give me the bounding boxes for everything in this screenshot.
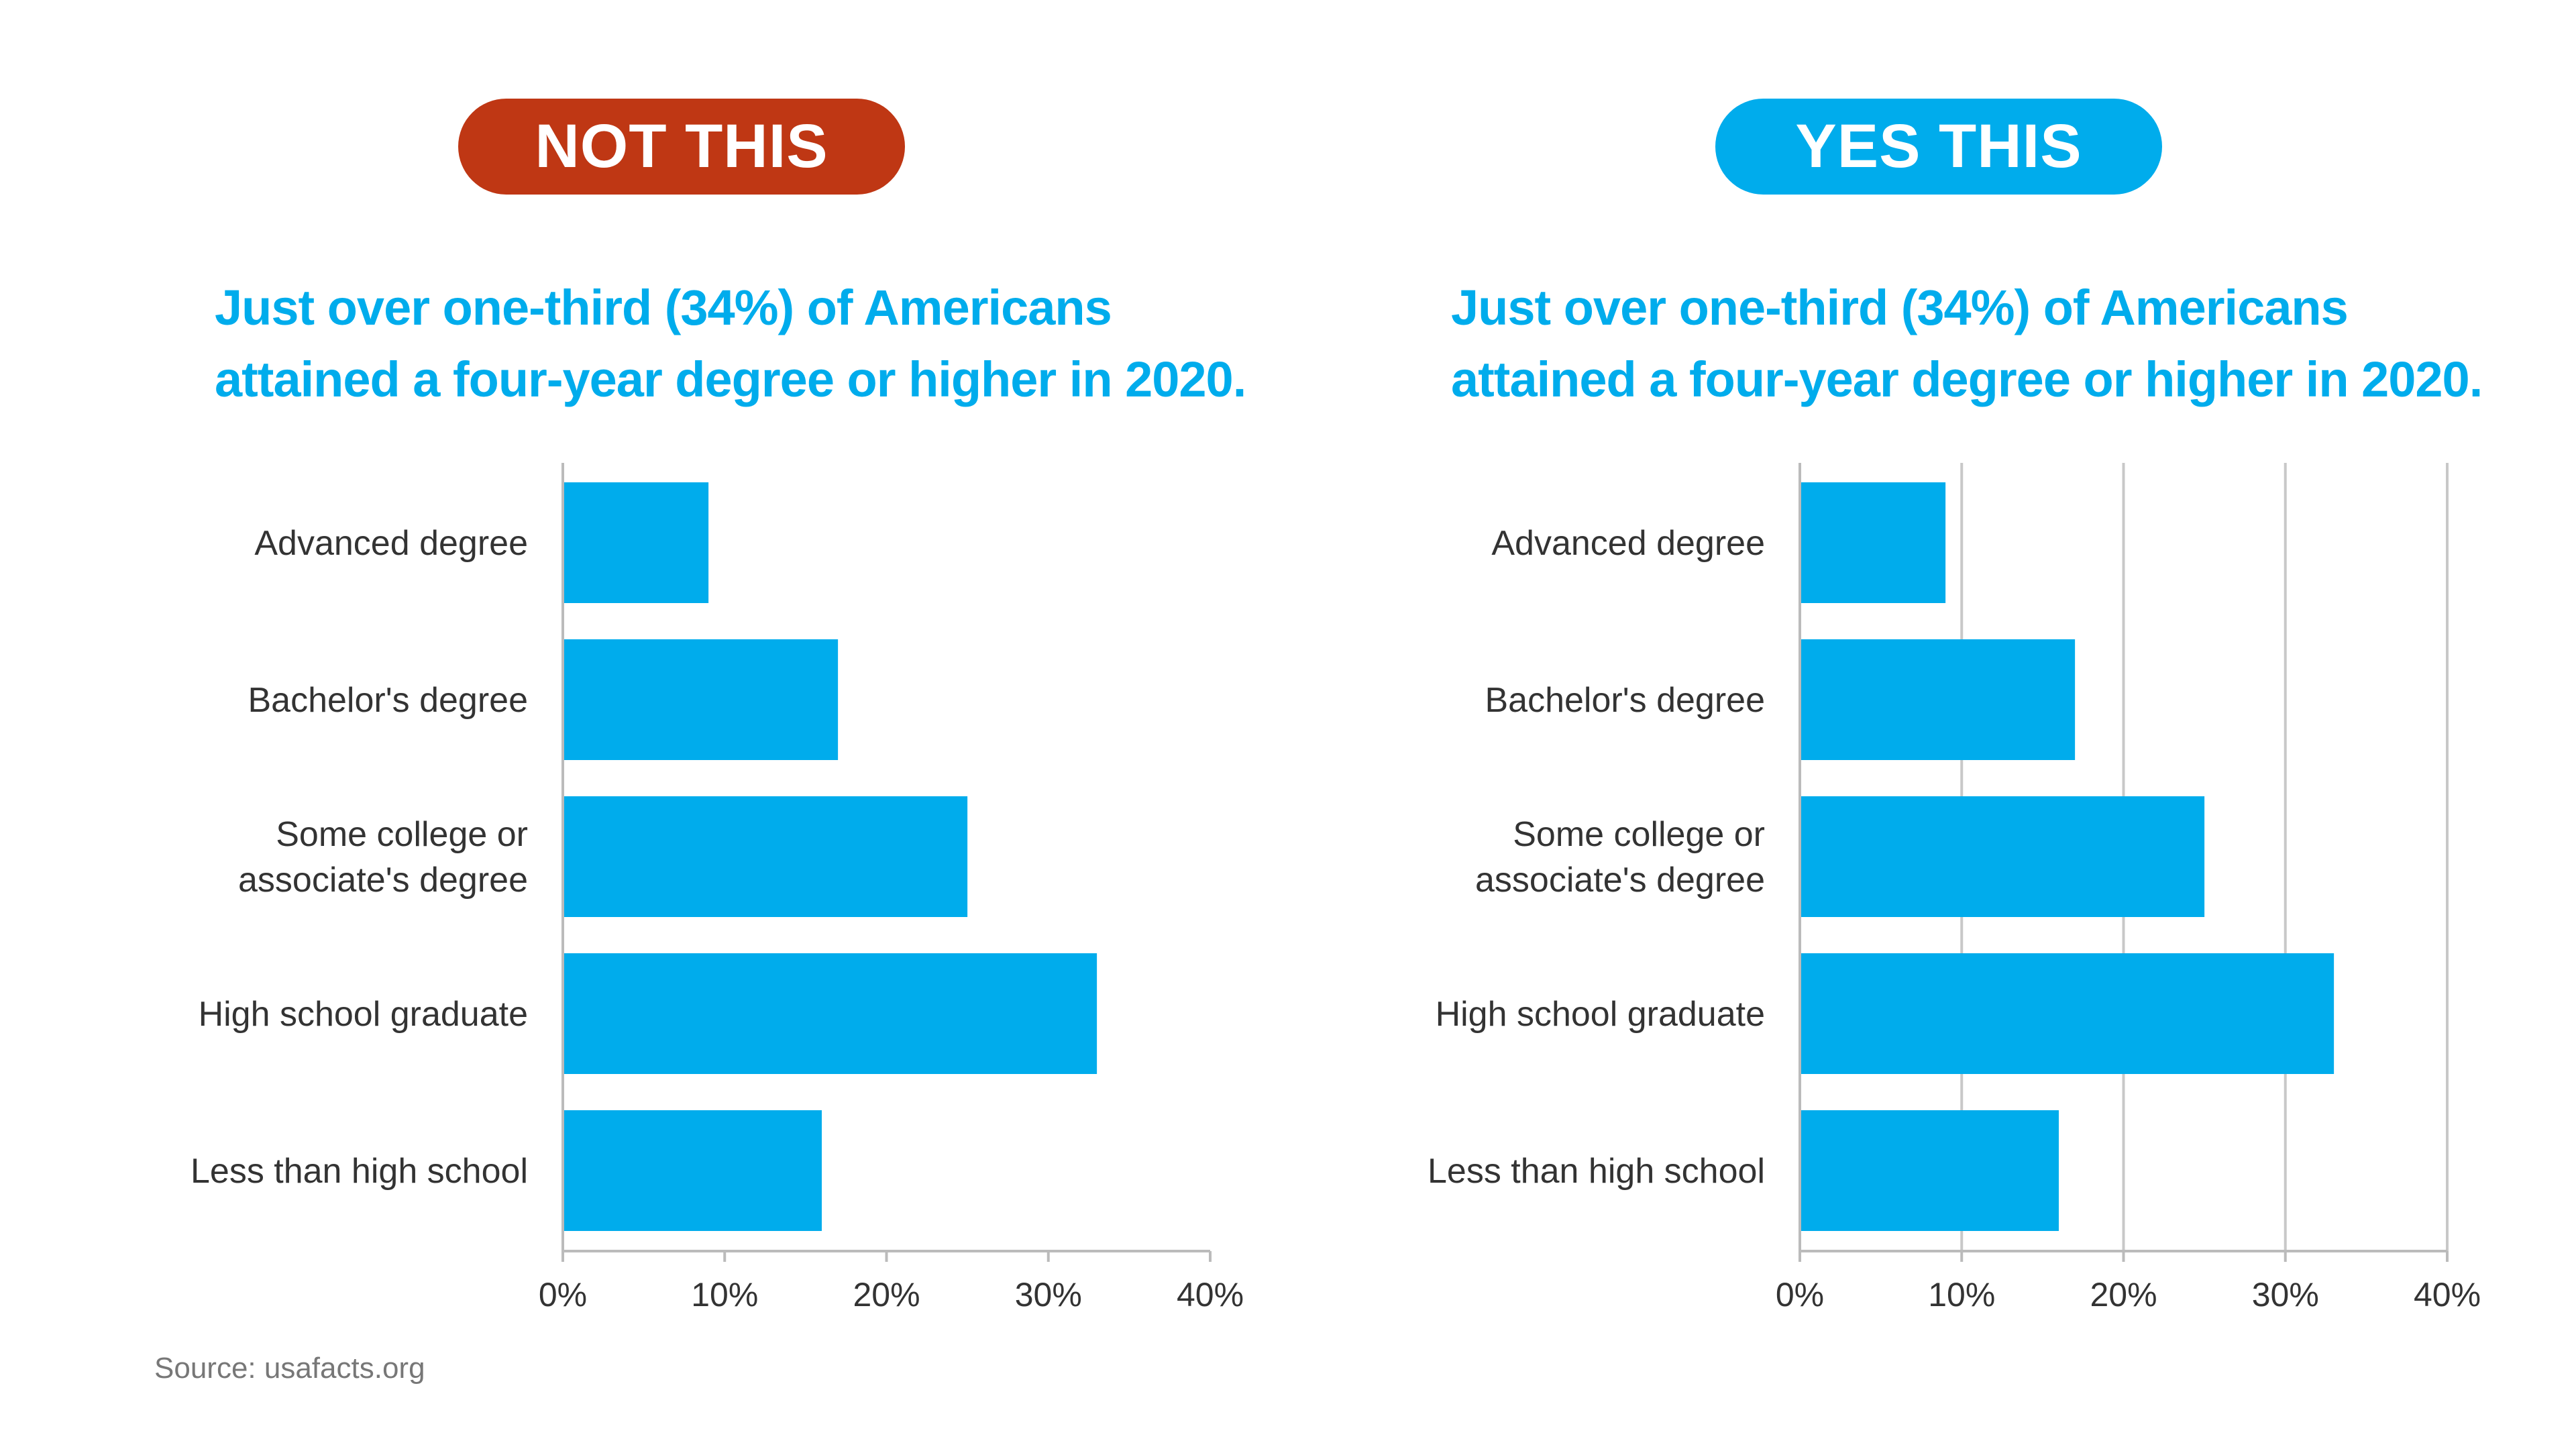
right-x-tick-label: 0%	[1776, 1276, 1824, 1313]
left-bar	[563, 482, 709, 603]
left-x-tick-label: 40%	[1177, 1276, 1244, 1313]
right-x-tick-label: 30%	[2252, 1276, 2319, 1313]
right-category-label: Some college or associate's degree	[1475, 815, 1765, 900]
right-category-label: Advanced degree	[1491, 524, 1765, 563]
right-x-tick-label: 40%	[2414, 1276, 2481, 1313]
yes-this-badge: YES THIS	[1715, 99, 2162, 195]
right-x-tick-label: 10%	[1928, 1276, 1995, 1313]
left-chart-title: Just over one-third (34%) of Americans a…	[215, 272, 1246, 415]
left-bar	[563, 1110, 822, 1231]
right-x-tick-label: 20%	[2090, 1276, 2157, 1313]
left-bar	[563, 796, 968, 917]
not-this-badge-label: NOT THIS	[535, 112, 828, 180]
right-bar	[1800, 482, 1946, 603]
left-category-label: Bachelor's degree	[248, 681, 528, 720]
right-category-label: Less than high school	[1428, 1152, 1765, 1191]
right-chart-title: Just over one-third (34%) of Americans a…	[1451, 272, 2483, 415]
left-x-tick-label: 20%	[853, 1276, 920, 1313]
not-this-badge: NOT THIS	[458, 99, 905, 195]
left-bar	[563, 953, 1097, 1074]
left-x-tick-label: 0%	[539, 1276, 587, 1313]
right-bar	[1800, 953, 2334, 1074]
right-category-label: High school graduate	[1436, 995, 1765, 1034]
left-category-label: High school graduate	[199, 995, 528, 1034]
yes-this-badge-label: YES THIS	[1795, 112, 2082, 180]
right-chart-title-line-1: Just over one-third (34%) of Americans	[1451, 280, 2349, 335]
right-chart-title-line-2: attained a four-year degree or higher in…	[1451, 352, 2483, 407]
left-bar	[563, 639, 839, 760]
left-category-label: Less than high school	[191, 1152, 528, 1191]
left-category-label: Some college or associate's degree	[238, 815, 528, 900]
left-chart-title-line-2: attained a four-year degree or higher in…	[215, 352, 1246, 407]
right-bar	[1800, 796, 2205, 917]
right-bar	[1800, 639, 2076, 760]
source-note: Source: usafacts.org	[154, 1352, 425, 1385]
left-x-tick-label: 30%	[1015, 1276, 1082, 1313]
left-x-tick-label: 10%	[691, 1276, 758, 1313]
right-bar	[1800, 1110, 2059, 1231]
left-category-label: Advanced degree	[254, 524, 528, 563]
left-chart-title-line-1: Just over one-third (34%) of Americans	[215, 280, 1112, 335]
right-category-label: Bachelor's degree	[1485, 681, 1765, 720]
